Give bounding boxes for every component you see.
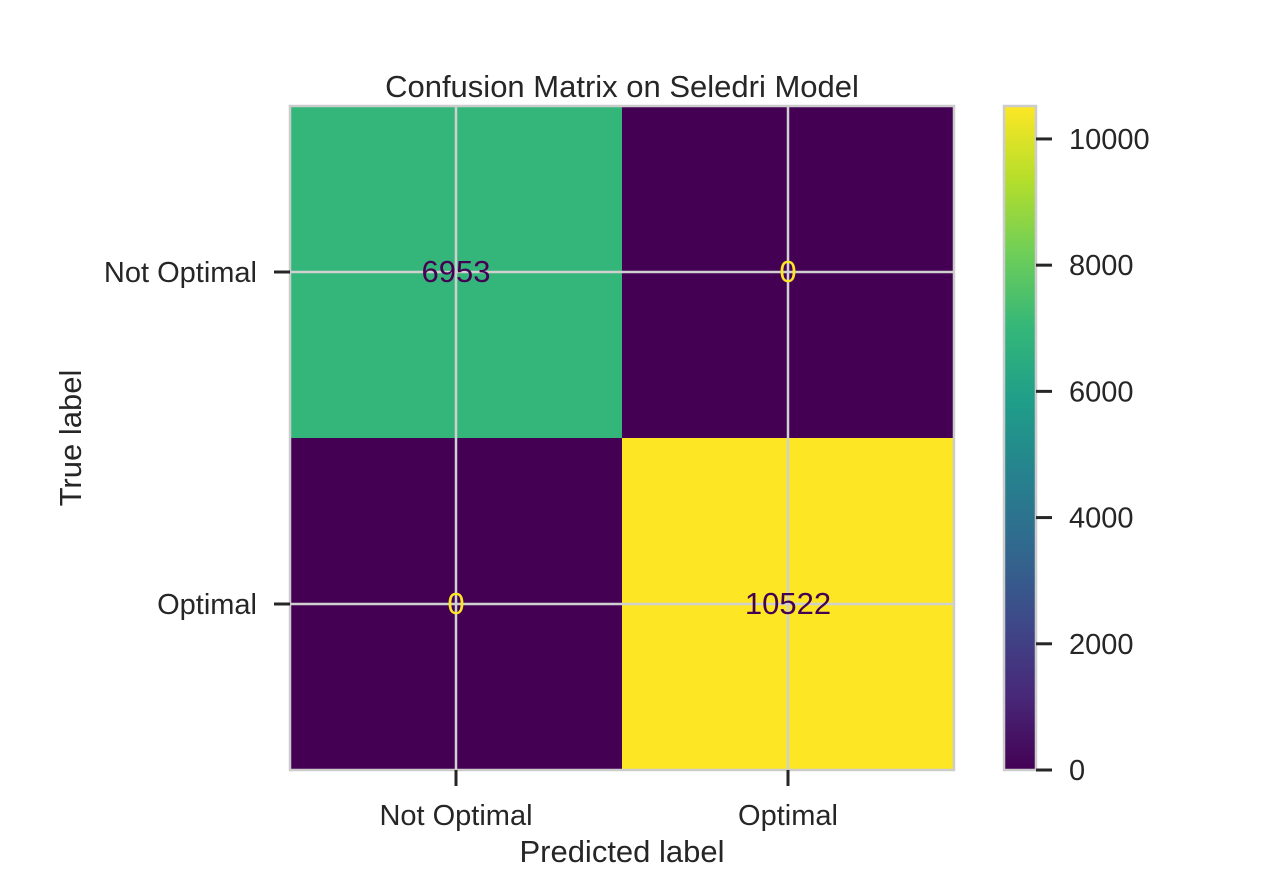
chart-title: Confusion Matrix on Seledri Model [385,69,859,104]
cell-value-label: 6953 [422,254,491,289]
y-tick-label: Not Optimal [104,257,257,289]
plot-frame [288,104,956,772]
cell-value-label: 10522 [745,586,831,621]
colorbar-tick-label: 4000 [1069,503,1134,535]
x-tick-label: Optimal [738,800,838,832]
colorbar-tick-label: 10000 [1069,124,1150,156]
colorbar-tick-label: 0 [1069,755,1085,787]
cell-value-labels: 6953 0 0 10522 [422,254,832,621]
colorbar-tick-label: 6000 [1069,376,1134,408]
y-axis-label: True label [53,370,88,507]
y-tick-label: Optimal [157,589,257,621]
y-axis-ticks: Not Optimal Optimal [104,257,290,621]
x-tick-label: Not Optimal [379,800,532,832]
colorbar-ticks: 0 2000 4000 6000 8000 10000 [1036,124,1150,787]
x-axis-ticks: Not Optimal Optimal [379,770,838,832]
x-axis-label: Predicted label [519,834,724,869]
heatmap-grid [290,106,954,770]
cell-value-label: 0 [779,254,796,289]
cell-value-label: 0 [447,586,464,621]
colorbar-tick-label: 8000 [1069,250,1134,282]
colorbar-tick-label: 2000 [1069,629,1134,661]
heatmap-cells [290,106,955,771]
colorbar [1002,104,1038,772]
